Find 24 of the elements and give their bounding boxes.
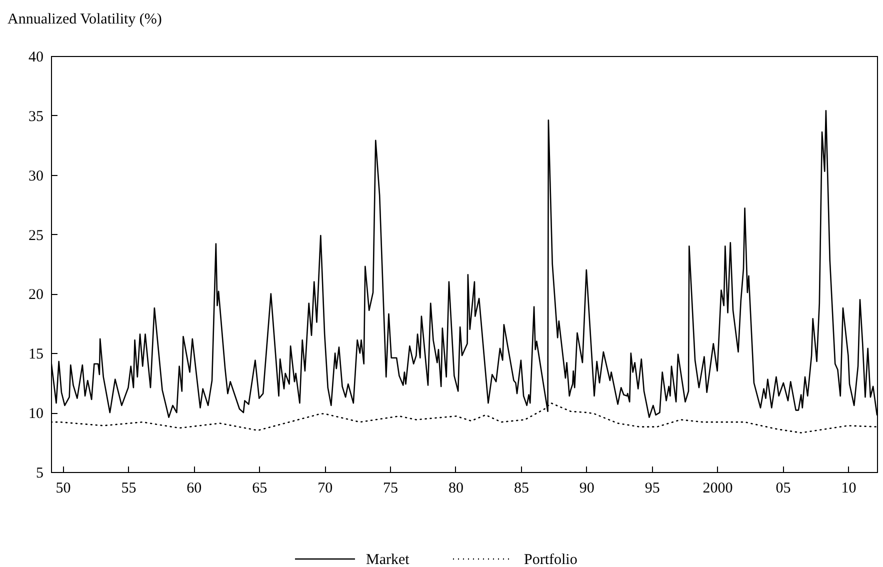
x-tick-label: 55 (121, 480, 136, 496)
y-tick-label: 15 (28, 346, 44, 363)
x-tick-label: 10 (841, 480, 856, 496)
legend-label: Market (366, 552, 410, 567)
x-tick-label: 80 (448, 480, 464, 496)
x-tick-label: 05 (776, 480, 791, 496)
y-axis-title: Annualized Volatility (%) (8, 12, 162, 28)
x-tick-label: 70 (318, 480, 333, 496)
y-tick-label: 40 (28, 50, 44, 66)
legend-label: Portfolio (524, 552, 578, 567)
y-tick-label: 35 (28, 108, 44, 125)
x-tick-label: 65 (252, 480, 268, 496)
x-tick-label: 60 (186, 480, 202, 496)
y-tick-label: 25 (28, 228, 44, 244)
x-tick-label: 90 (579, 480, 594, 496)
x-tick-label: 75 (383, 480, 398, 496)
x-tick-label: 2000 (702, 480, 733, 496)
y-tick-label: 5 (36, 466, 44, 482)
y-tick-label: 20 (28, 287, 44, 304)
x-tick-label: 50 (56, 480, 71, 496)
x-tick-label: 85 (514, 480, 529, 496)
y-tick-label: 10 (28, 406, 44, 422)
y-tick-label: 30 (28, 168, 44, 184)
x-tick-label: 95 (644, 480, 660, 496)
